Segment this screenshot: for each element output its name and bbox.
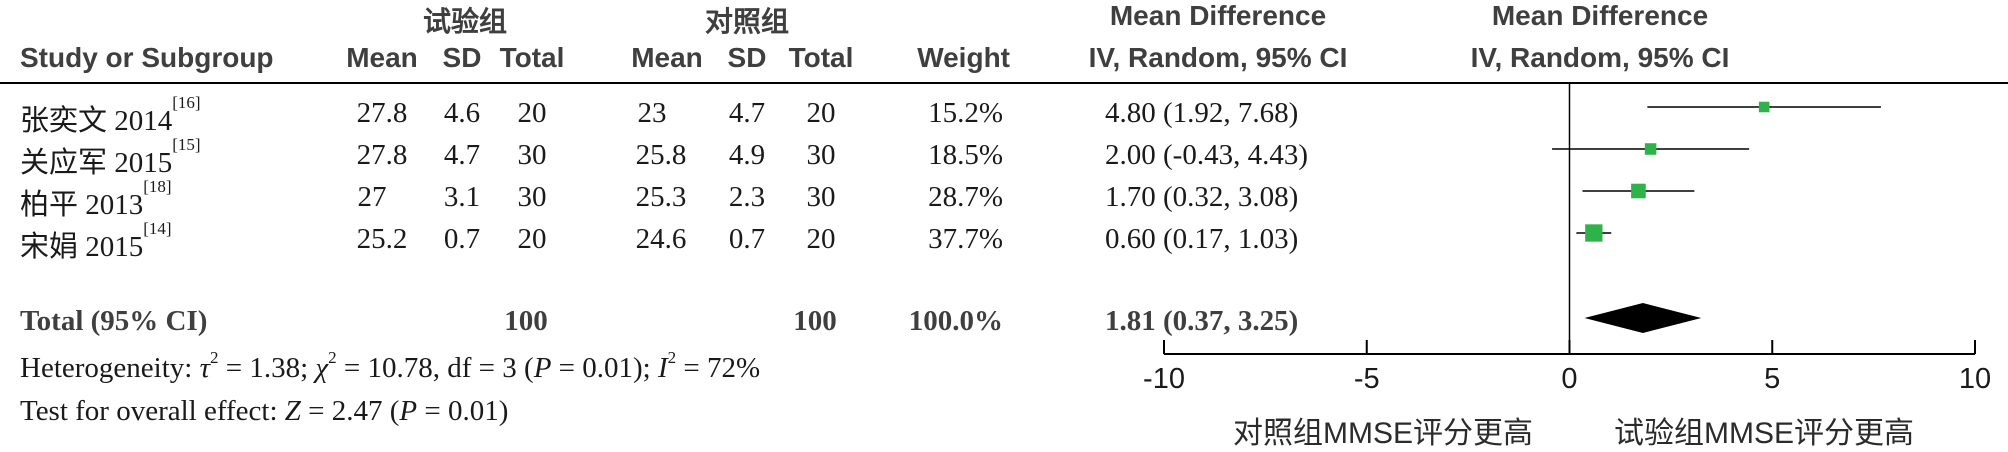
ci-value: 4.80 (1.92, 7.68)	[1105, 97, 1299, 129]
pooled-diamond	[1584, 303, 1702, 333]
exp-total: 30	[517, 181, 547, 213]
ctrl-total: 30	[806, 139, 836, 171]
x-tick-label: 10	[1959, 363, 1991, 395]
x-tick-label: 5	[1764, 363, 1780, 395]
effect-square	[1758, 101, 1770, 113]
weight-value: 15.2%	[928, 97, 1003, 129]
ctrl-total-column-header: Total	[788, 42, 854, 73]
x-tick-label: -10	[1143, 363, 1185, 395]
x-tick-label: -5	[1354, 363, 1380, 395]
exp-sd-column-header: SD	[442, 42, 482, 73]
exp-total-sum: 100	[504, 305, 548, 337]
ctrl-sd: 4.7	[728, 97, 766, 129]
ctrl-sd: 2.3	[728, 181, 766, 213]
total-weight: 100.0%	[908, 305, 1003, 337]
effect-square	[1631, 183, 1646, 199]
ctrl-total: 30	[806, 181, 836, 213]
total-label: Total (95% CI)	[20, 305, 208, 337]
exp-sd: 4.7	[443, 139, 481, 171]
ci-value: 0.60 (0.17, 1.03)	[1105, 223, 1299, 255]
header-divider	[0, 82, 2008, 84]
control-group-header: 对照组	[704, 6, 790, 37]
ctrl-sd-column-header: SD	[727, 42, 767, 73]
exp-sd: 3.1	[443, 181, 481, 213]
exp-mean-column-header: Mean	[346, 42, 418, 73]
exp-sd: 4.6	[443, 97, 481, 129]
ci-value: 1.70 (0.32, 3.08)	[1105, 181, 1299, 213]
exp-total: 30	[517, 139, 547, 171]
favors-experimental-label: 试验组MMSE评分更高	[1614, 417, 1914, 450]
favors-control-label: 对照组MMSE评分更高	[1233, 417, 1533, 450]
ctrl-total: 20	[806, 223, 836, 255]
ci-value: 2.00 (-0.43, 4.43)	[1105, 139, 1308, 171]
exp-mean: 25.2	[356, 223, 408, 255]
exp-total-column-header: Total	[499, 42, 565, 73]
exp-mean: 27.8	[356, 97, 408, 129]
study-column-header: Study or Subgroup	[20, 42, 274, 73]
exp-mean: 27.8	[356, 139, 408, 171]
plot-ci-header: IV, Random, 95% CI	[1470, 42, 1730, 73]
ctrl-mean: 25.3	[635, 181, 687, 213]
exp-sd: 0.7	[443, 223, 481, 255]
plot-mean-difference-header: Mean Difference	[1491, 0, 1709, 31]
total-ci: 1.81 (0.37, 3.25)	[1105, 305, 1299, 337]
effect-square	[1585, 224, 1603, 242]
study-name: 张奕文 2014[16]	[20, 93, 201, 137]
study-name: 宋娟 2015[14]	[20, 219, 172, 263]
ctrl-mean: 24.6	[635, 223, 687, 255]
weight-value: 18.5%	[928, 139, 1003, 171]
ctrl-mean: 25.8	[635, 139, 687, 171]
effect-square	[1644, 143, 1657, 155]
study-name: 柏平 2013[18]	[20, 177, 172, 221]
weight-value: 28.7%	[928, 181, 1003, 213]
ctrl-sd: 4.9	[728, 139, 766, 171]
weight-value: 37.7%	[928, 223, 1003, 255]
ctrl-total: 20	[806, 97, 836, 129]
experimental-group-header: 试验组	[422, 6, 508, 37]
study-name: 关应军 2015[15]	[20, 135, 201, 179]
ctrl-mean: 23	[637, 97, 667, 129]
overall-effect-text: Test for overall effect: Z = 2.47 (P = 0…	[20, 395, 509, 427]
exp-total: 20	[517, 223, 547, 255]
weight-column-header: Weight	[917, 42, 1010, 73]
ctrl-mean-column-header: Mean	[631, 42, 703, 73]
exp-mean: 27	[357, 181, 387, 213]
ctrl-total-sum: 100	[793, 305, 837, 337]
mean-difference-header: Mean Difference	[1109, 0, 1327, 31]
exp-total: 20	[517, 97, 547, 129]
mean-difference-ci-header: IV, Random, 95% CI	[1088, 42, 1348, 73]
ctrl-sd: 0.7	[728, 223, 766, 255]
x-tick-label: 0	[1561, 363, 1577, 395]
heterogeneity-text: Heterogeneity: τ2 = 1.38; χ2 = 10.78, df…	[20, 348, 761, 384]
